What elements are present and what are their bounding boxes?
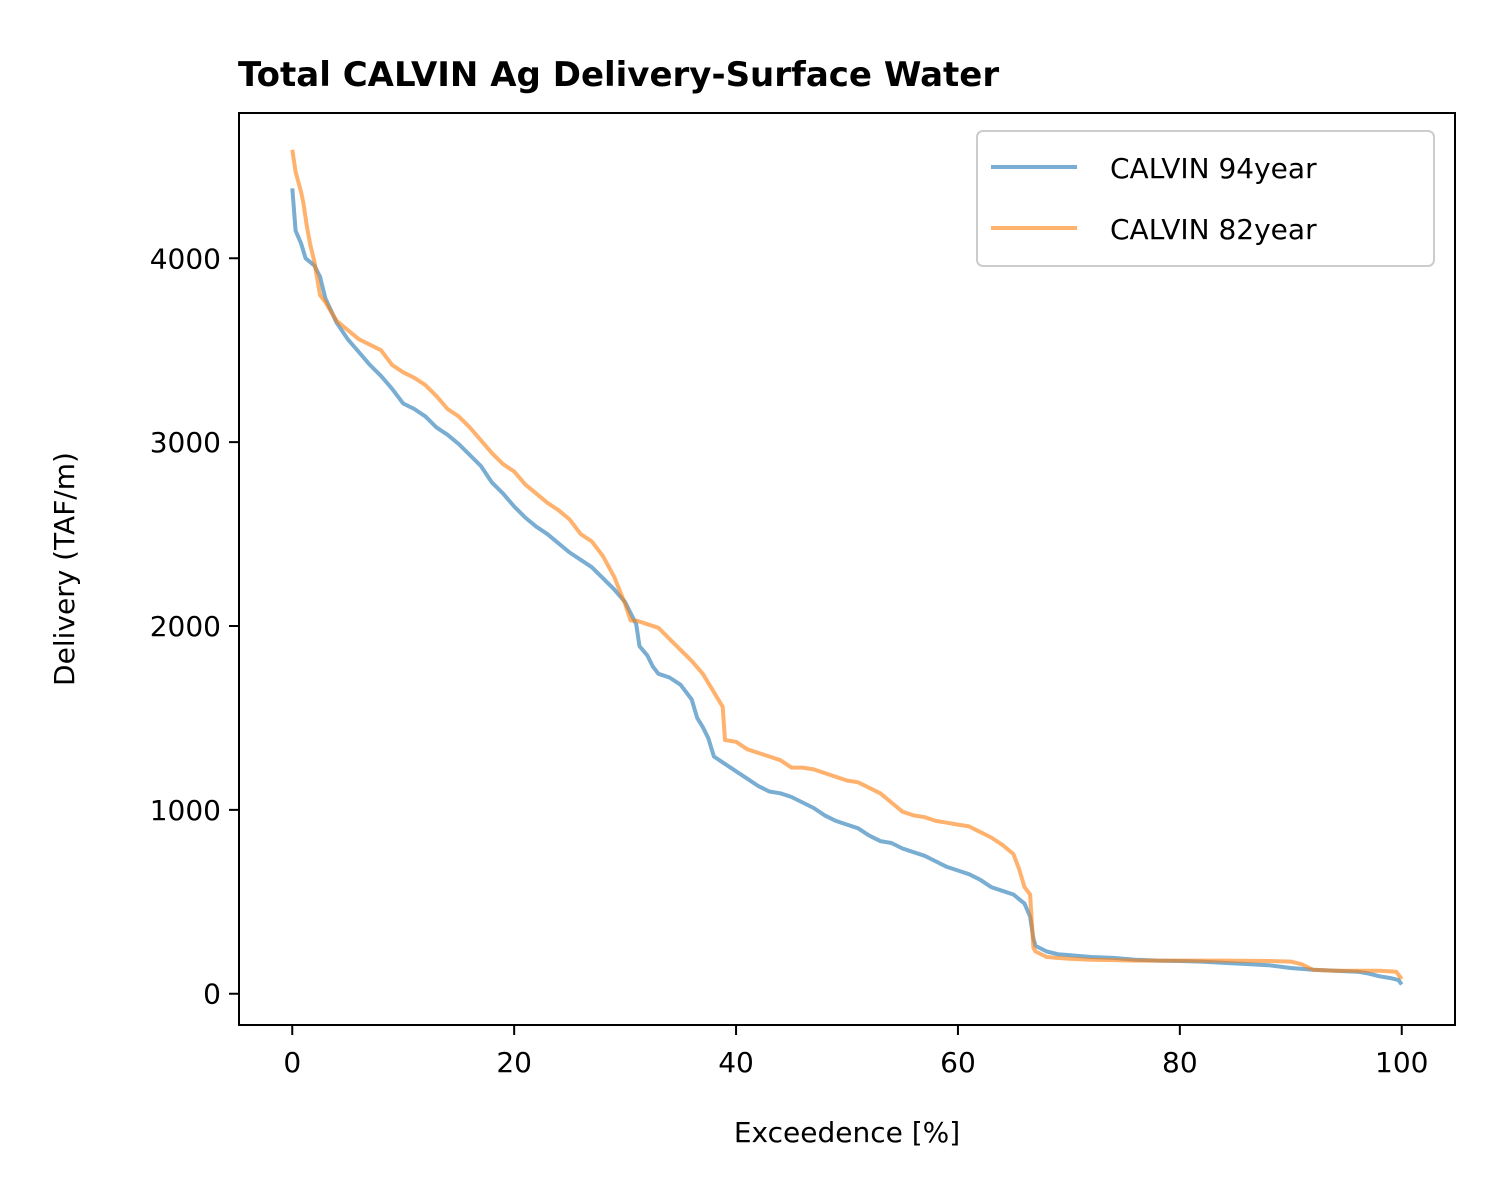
x-tick-label: 0 (283, 1046, 301, 1079)
x-axis: 0 20 40 60 80 100 (283, 1025, 1428, 1079)
y-tick-label: 0 (203, 978, 221, 1011)
legend-label-calvin-82year: CALVIN 82year (1110, 213, 1317, 246)
x-tick-label: 20 (496, 1046, 532, 1079)
x-tick-label: 100 (1375, 1046, 1428, 1079)
y-tick-label: 3000 (150, 426, 221, 459)
legend-label-calvin-94year: CALVIN 94year (1110, 152, 1317, 185)
y-axis: 0 1000 2000 3000 4000 (150, 242, 239, 1011)
x-axis-label: Exceedence [%] (734, 1116, 960, 1149)
x-tick-label: 80 (1162, 1046, 1198, 1079)
x-tick-label: 40 (718, 1046, 754, 1079)
legend-box (976, 130, 1435, 267)
y-tick-label: 4000 (150, 242, 221, 275)
y-tick-label: 1000 (150, 794, 221, 827)
legend: CALVIN 94year CALVIN 82year (976, 130, 1435, 267)
axes-frame (238, 112, 1456, 1026)
series-line-calvin-82year (290, 149, 1404, 981)
plot-area (290, 149, 1404, 986)
x-tick-label: 60 (940, 1046, 976, 1079)
chart-title: Total CALVIN Ag Delivery-Surface Water (238, 55, 999, 95)
series-line-calvin-94year (290, 188, 1404, 986)
y-axis-label: Delivery (TAF/m) (48, 452, 81, 686)
y-tick-label: 2000 (150, 610, 221, 643)
